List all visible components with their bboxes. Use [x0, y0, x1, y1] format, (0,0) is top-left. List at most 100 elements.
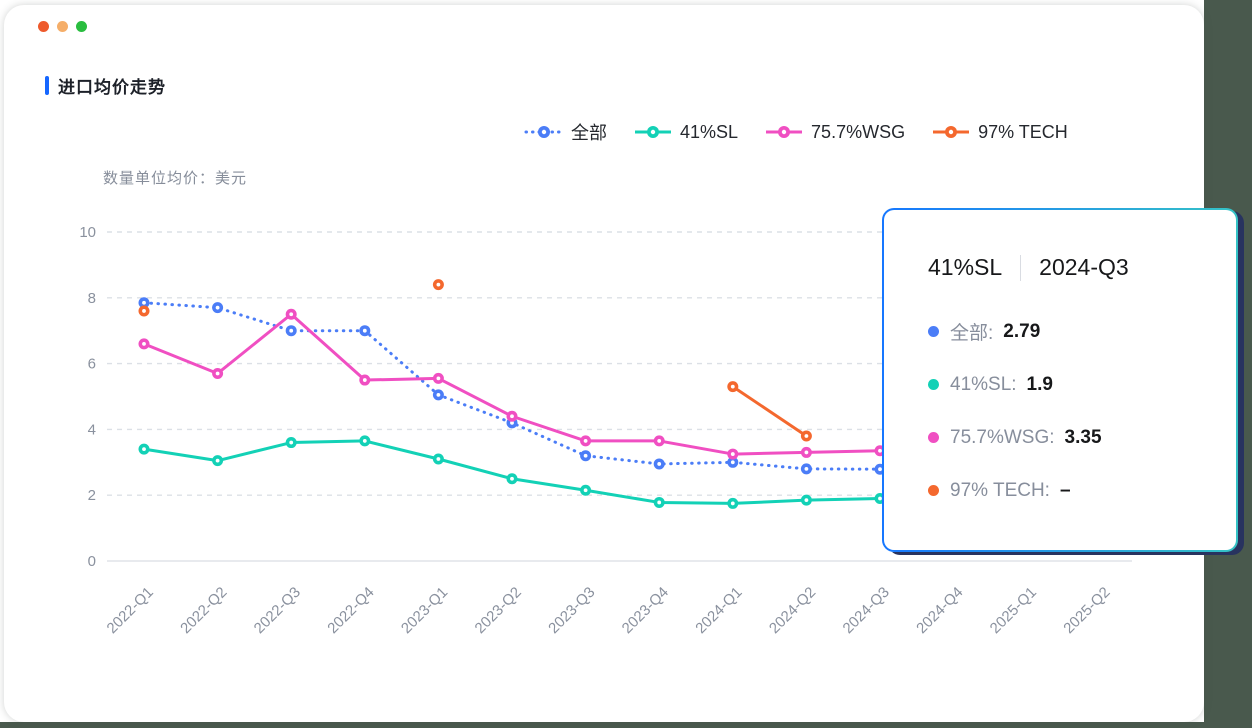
data-point-marker-center: [878, 467, 882, 472]
legend-label: 全部: [571, 123, 607, 143]
legend-label: 41%SL: [680, 121, 739, 142]
data-point-marker-center: [436, 376, 441, 381]
data-point-marker-center: [730, 384, 735, 389]
unit-label: 数量单位均价：美元: [103, 170, 248, 187]
data-point-marker-center: [804, 434, 809, 438]
tooltip-row-label: 全部:: [950, 323, 994, 344]
minimize-window-button[interactable]: [57, 21, 68, 32]
y-axis-tick-label: 4: [88, 421, 96, 438]
tooltip-row-value: 3.35: [1064, 426, 1102, 448]
data-point-marker-center: [804, 466, 809, 471]
chart-legend: 全部 41%SL 75.7%WSG 97% TECH: [524, 119, 1068, 145]
window-controls: [38, 21, 87, 32]
tooltip-row-label: 97% TECH:: [950, 479, 1050, 501]
data-point-marker-center: [730, 460, 735, 465]
data-point-marker-center: [657, 500, 662, 505]
series-color-dot-icon: [928, 326, 939, 337]
data-point-marker-center: [436, 282, 441, 287]
data-point-marker-center: [878, 448, 882, 453]
tooltip-row-value: 1.9: [1026, 373, 1053, 395]
legend-label: 97% TECH: [978, 121, 1068, 142]
data-point-marker-center: [142, 341, 146, 346]
legend-marker-icon: [524, 126, 564, 138]
data-point-marker-center: [657, 439, 662, 443]
section-header: 进口均价走势: [45, 73, 166, 98]
tooltip-row: 75.7%WSG: 3.35: [928, 411, 1236, 464]
legend-marker-icon: [933, 126, 970, 138]
tooltip-period: 2024-Q3: [1039, 254, 1129, 280]
series-line[interactable]: [731, 385, 808, 438]
legend-item-41%SL[interactable]: 41%SL: [633, 122, 738, 143]
x-axis-tick-label: 2024-Q3: [840, 584, 893, 637]
x-axis-tick-label: 2022-Q4: [324, 584, 377, 637]
data-point-marker-center: [215, 458, 220, 463]
legend-item-75.7%WSG[interactable]: 75.7%WSG: [764, 122, 905, 143]
close-window-button[interactable]: [38, 21, 49, 32]
x-axis-tick-label: 2024-Q1: [692, 584, 745, 637]
legend-item-全部[interactable]: 全部: [524, 119, 607, 145]
tooltip-rows: 全部: 2.79 41%SL: 1.9 75.7%WSG: 3.35 97% TECH: –: [928, 305, 1236, 517]
data-point-marker-center: [583, 439, 588, 443]
data-point-marker-center: [804, 498, 809, 503]
data-point-marker-center: [510, 420, 514, 425]
tooltip-series-name: 41%SL: [928, 254, 1003, 280]
zoom-window-button[interactable]: [76, 21, 87, 32]
series-color-dot-icon: [928, 432, 939, 443]
tooltip-row-label: 41%SL:: [950, 373, 1017, 395]
legend-item-97% TECH[interactable]: 97% TECH: [931, 122, 1068, 143]
tooltip-row: 41%SL: 1.9: [928, 358, 1236, 411]
y-axis-tick-label: 6: [88, 356, 96, 373]
data-point-marker-center: [215, 305, 220, 310]
series-color-dot-icon: [928, 379, 939, 390]
y-axis-tick-label: 8: [88, 290, 96, 307]
y-axis-tick-label: 2: [88, 487, 96, 504]
data-point-marker-center: [510, 476, 514, 481]
data-point-marker-center: [289, 312, 294, 317]
data-point-marker-center: [878, 496, 882, 501]
data-point-marker-center: [436, 457, 441, 461]
x-axis-tick-label: 2023-Q1: [398, 584, 451, 637]
data-point-marker-center: [289, 440, 294, 445]
data-point-marker-center: [436, 392, 441, 397]
y-axis-tick-label: 0: [88, 553, 96, 570]
x-axis-tick-label: 2023-Q3: [545, 584, 598, 637]
data-point-marker-center: [804, 450, 809, 455]
tooltip-row-value: –: [1059, 479, 1071, 501]
tooltip-row: 97% TECH: –: [928, 464, 1236, 517]
tooltip-row-label: 75.7%WSG:: [950, 426, 1055, 448]
data-point-marker-center: [289, 328, 294, 333]
x-axis-tick-label: 2022-Q2: [177, 584, 230, 637]
chart-tooltip: 41%SL 2024-Q3 全部: 2.79 41%SL: 1.9 75.7%WSG: 3…: [882, 208, 1238, 552]
data-point-marker-center: [510, 414, 514, 419]
data-point-marker-center: [362, 328, 367, 333]
series-line[interactable]: [143, 439, 881, 505]
data-point-marker-center: [730, 501, 735, 506]
desktop-background-bottom: [0, 722, 1252, 728]
series-color-dot-icon: [928, 485, 939, 496]
x-axis-tick-label: 2024-Q4: [913, 584, 966, 637]
x-axis-tick-label: 2023-Q2: [472, 584, 525, 637]
title-accent-bar: [45, 76, 49, 95]
data-point-marker-center: [142, 300, 146, 305]
data-point-marker-center: [142, 309, 146, 313]
data-point-marker-center: [215, 371, 220, 376]
x-axis-tick-label: 2022-Q3: [251, 584, 304, 637]
y-axis-tick-label: 10: [79, 224, 96, 241]
legend-marker-icon: [635, 126, 671, 138]
series-line[interactable]: [142, 301, 882, 471]
x-axis-tick-label: 2023-Q4: [619, 584, 672, 637]
series-line[interactable]: [143, 312, 881, 456]
data-point-marker-center: [583, 488, 588, 493]
tooltip-row-value: 2.79: [1003, 320, 1041, 342]
tooltip-title: 41%SL 2024-Q3: [928, 254, 1236, 281]
data-point-marker-center: [142, 447, 146, 452]
x-axis-tick-label: 2025-Q2: [1060, 584, 1113, 637]
page-title: 进口均价走势: [58, 78, 166, 97]
x-axis-tick-label: 2024-Q2: [766, 584, 819, 637]
data-point-marker-center: [362, 378, 367, 382]
tooltip-row: 全部: 2.79: [928, 305, 1236, 358]
data-point-marker-center: [730, 452, 735, 456]
data-point-marker-center: [583, 453, 588, 458]
data-point-marker-center: [657, 462, 662, 466]
tooltip-divider: [1020, 254, 1022, 281]
